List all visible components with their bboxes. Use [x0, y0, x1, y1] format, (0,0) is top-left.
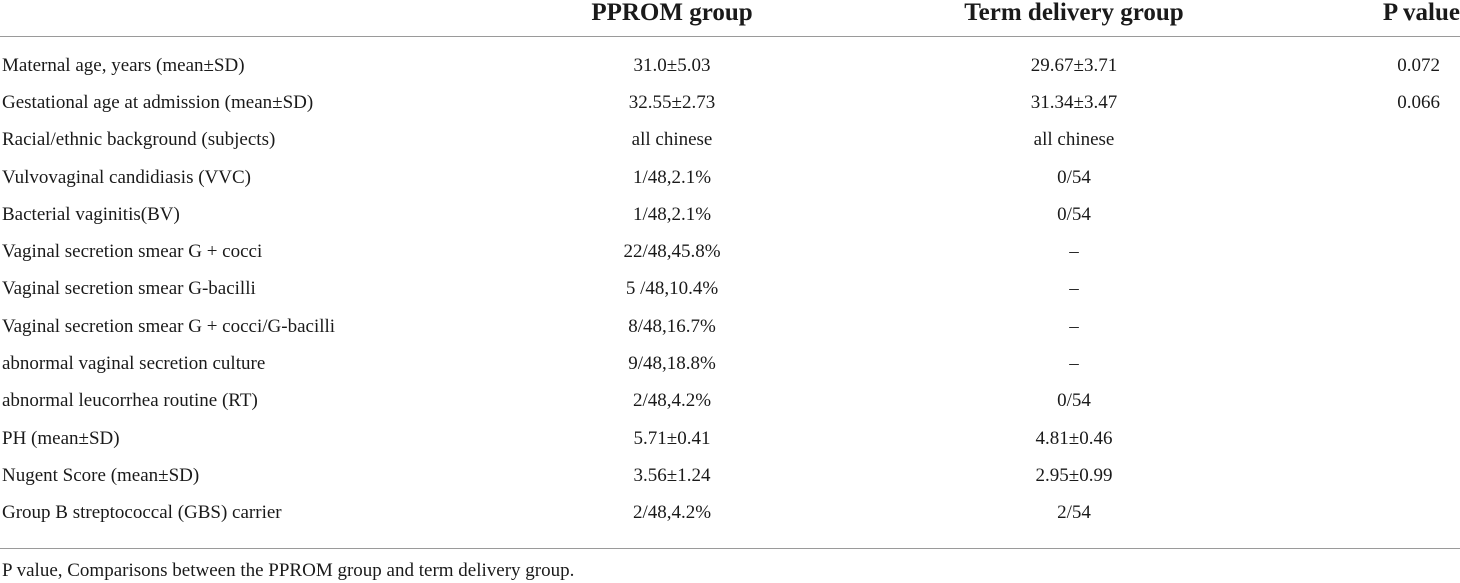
cell-parameter: PH (mean±SD) — [2, 427, 120, 449]
cell-term-delivery-group: 2/54 — [1057, 502, 1091, 524]
cell-p-value — [1270, 196, 1460, 233]
cell-parameter: Vaginal secretion smear G-bacilli — [2, 278, 256, 300]
cell-pprom-group: 32.55±2.73 — [628, 91, 716, 113]
cell-term-delivery-group: 0/54 — [1057, 390, 1091, 412]
cell-p-value — [1270, 159, 1460, 196]
cell-parameter: Vaginal secretion smear G + cocci — [2, 241, 263, 263]
cell-pprom-group: 5 /48,10.4% — [625, 278, 719, 300]
cell-parameter: Maternal age, years (mean±SD) — [2, 54, 245, 76]
cell-term-delivery-group: 29.67±3.71 — [1030, 54, 1118, 76]
cell-pprom-group: 9/48,18.8% — [628, 353, 716, 375]
table-row: Vaginal secretion smear G + cocci/G-baci… — [0, 308, 1460, 345]
cell-parameter: abnormal vaginal secretion culture — [2, 353, 266, 375]
cell-parameter: Gestational age at admission (mean±SD) — [2, 91, 314, 113]
cell-term-delivery-group: 0/54 — [1057, 166, 1091, 188]
cell-term-delivery-group: – — [1069, 278, 1079, 300]
table-row: Bacterial vaginitis(BV) 1/48,2.1% 0/54 — [0, 196, 1460, 233]
cell-parameter: Nugent Score (mean±SD) — [2, 464, 200, 486]
cell-p-value — [1270, 308, 1460, 345]
header-row: PPROM group Term delivery group P value — [0, 0, 1460, 37]
cell-p-value — [1270, 420, 1460, 457]
cell-pprom-group: 2/48,4.2% — [632, 502, 712, 524]
cell-p-value — [1270, 271, 1460, 308]
cell-pprom-group: 22/48,45.8% — [623, 241, 721, 263]
table-body: Maternal age, years (mean±SD) 31.0±5.03 29… — [0, 37, 1460, 532]
table-row: Racial/ethnic background (subjects) all c… — [0, 122, 1460, 159]
cell-term-delivery-group: 0/54 — [1057, 203, 1091, 225]
cell-parameter: Vulvovaginal candidiasis (VVC) — [2, 166, 251, 188]
cell-parameter: abnormal leucorrhea routine (RT) — [2, 390, 258, 412]
header-p-value: P value — [1382, 0, 1460, 26]
cell-pprom-group: 1/48,2.1% — [632, 166, 712, 188]
cell-pprom-group: 2/48,4.2% — [632, 390, 712, 412]
cell-parameter: Racial/ethnic background (subjects) — [2, 129, 276, 151]
cell-p-value — [1270, 457, 1460, 494]
cell-p-value — [1270, 383, 1460, 420]
cell-term-delivery-group: 31.34±3.47 — [1030, 91, 1118, 113]
table-row: PH (mean±SD) 5.71±0.41 4.81±0.46 — [0, 420, 1460, 457]
cell-pprom-group: 1/48,2.1% — [632, 203, 712, 225]
table-row: abnormal vaginal secretion culture 9/48,1… — [0, 345, 1460, 382]
cell-parameter: Bacterial vaginitis(BV) — [2, 203, 180, 225]
cell-p-value — [1270, 233, 1460, 270]
cell-pprom-group: all chinese — [631, 129, 713, 151]
cell-p-value — [1270, 345, 1460, 382]
table-row: abnormal leucorrhea routine (RT) 2/48,4.2… — [0, 383, 1460, 420]
table-row: Gestational age at admission (mean±SD) 32… — [0, 84, 1460, 121]
cell-parameter: Vaginal secretion smear G + cocci/G-baci… — [2, 315, 336, 337]
cell-term-delivery-group: 2.95±0.99 — [1035, 464, 1113, 486]
cell-pprom-group: 5.71±0.41 — [633, 427, 711, 449]
table-row: Group B streptococcal (GBS) carrier 2/48,… — [0, 495, 1460, 532]
table-footnote: P value, Comparisons between the PPROM g… — [2, 560, 575, 581]
data-table-container: PPROM group Term delivery group P value … — [0, 0, 1460, 532]
header-pprom-group: PPROM group — [591, 0, 753, 26]
table-row: Vulvovaginal candidiasis (VVC) 1/48,2.1% 0… — [0, 159, 1460, 196]
cell-term-delivery-group: 4.81±0.46 — [1035, 427, 1113, 449]
table-row: Maternal age, years (mean±SD) 31.0±5.03 29… — [0, 37, 1460, 85]
cell-pprom-group: 3.56±1.24 — [633, 464, 711, 486]
cell-term-delivery-group: – — [1069, 315, 1079, 337]
header-label — [0, 0, 470, 37]
table-bottom-rule — [0, 548, 1460, 549]
comparison-table: PPROM group Term delivery group P value … — [0, 0, 1460, 532]
cell-p-value: 0.066 — [1397, 91, 1440, 113]
cell-p-value — [1270, 495, 1460, 532]
cell-term-delivery-group: – — [1069, 353, 1079, 375]
cell-term-delivery-group: – — [1069, 241, 1079, 263]
cell-pprom-group: 31.0±5.03 — [633, 54, 711, 76]
table-row: Nugent Score (mean±SD) 3.56±1.24 2.95±0.99 — [0, 457, 1460, 494]
cell-p-value: 0.072 — [1397, 54, 1440, 76]
cell-p-value — [1270, 122, 1460, 159]
cell-term-delivery-group: all chinese — [1033, 129, 1115, 151]
table-header: PPROM group Term delivery group P value — [0, 0, 1460, 37]
cell-parameter: Group B streptococcal (GBS) carrier — [2, 502, 282, 524]
header-term-delivery-group: Term delivery group — [964, 0, 1184, 26]
table-row: Vaginal secretion smear G + cocci 22/48,4… — [0, 233, 1460, 270]
table-row: Vaginal secretion smear G-bacilli 5 /48,1… — [0, 271, 1460, 308]
cell-pprom-group: 8/48,16.7% — [628, 315, 716, 337]
